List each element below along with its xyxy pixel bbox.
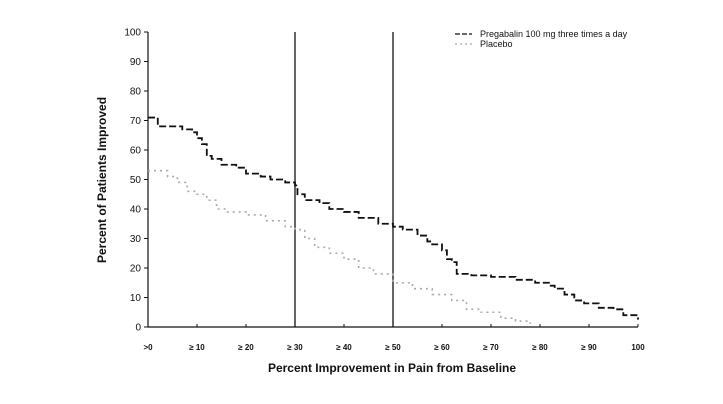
y-axis-label: Percent of Patients Improved bbox=[95, 97, 109, 263]
x-tick-label: ≥ 30 bbox=[287, 343, 303, 352]
y-tick-label: 80 bbox=[130, 87, 142, 98]
legend-label: Pregabalin 100 mg three times a day bbox=[480, 29, 628, 39]
x-tick-label: ≥ 80 bbox=[532, 343, 548, 352]
x-tick-label: >0 bbox=[143, 343, 153, 352]
x-tick-label: ≥ 10 bbox=[189, 343, 205, 352]
y-tick-label: 90 bbox=[130, 57, 142, 68]
legend: Pregabalin 100 mg three times a dayPlace… bbox=[455, 29, 628, 49]
reference-lines bbox=[294, 32, 394, 327]
y-tick-label: 60 bbox=[130, 146, 142, 157]
x-tick-label: 100 bbox=[631, 343, 645, 352]
y-tick-label: 0 bbox=[135, 323, 141, 334]
placebo-line bbox=[148, 169, 531, 325]
x-tick-label: ≥ 70 bbox=[483, 343, 499, 352]
x-tick-label: ≥ 50 bbox=[385, 343, 401, 352]
x-axis-label: Percent Improvement in Pain from Baselin… bbox=[268, 361, 516, 375]
series-lines bbox=[148, 116, 639, 325]
y-tick-label: 40 bbox=[130, 205, 142, 216]
y-tick-label: 20 bbox=[130, 264, 142, 275]
y-tick-label: 100 bbox=[124, 28, 141, 39]
x-tick-label: ≥ 40 bbox=[336, 343, 352, 352]
y-tick-label: 50 bbox=[130, 175, 142, 186]
legend-label: Placebo bbox=[480, 39, 513, 49]
x-tick-label: ≥ 20 bbox=[238, 343, 254, 352]
y-tick-label: 30 bbox=[130, 234, 142, 245]
y-tick-label: 70 bbox=[130, 116, 142, 127]
y-tick-label: 10 bbox=[130, 293, 142, 304]
pregabalin-line bbox=[148, 116, 639, 320]
x-tick-label: ≥ 90 bbox=[581, 343, 597, 352]
axes: 0 10 20 30 40 50 60 70 80 90 100 >0 ≥ 10 ≥ 20 ≥ 30 ≥ 40… bbox=[124, 28, 645, 353]
x-tick-label: ≥ 60 bbox=[434, 343, 450, 352]
